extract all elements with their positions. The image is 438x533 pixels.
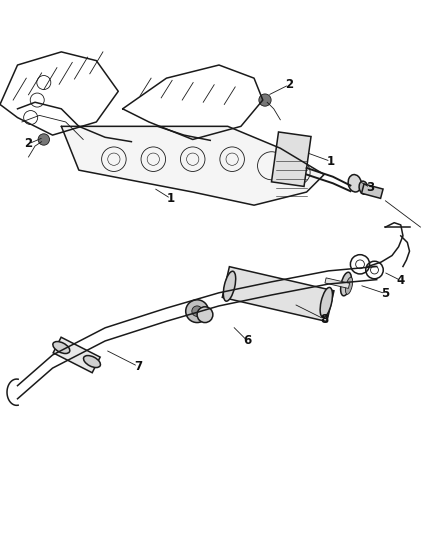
Circle shape xyxy=(259,94,271,106)
Polygon shape xyxy=(325,278,350,288)
Polygon shape xyxy=(361,184,383,198)
Text: 8: 8 xyxy=(320,312,328,326)
Ellipse shape xyxy=(341,272,351,296)
Ellipse shape xyxy=(320,287,332,317)
Text: 3: 3 xyxy=(366,181,374,194)
Text: 7: 7 xyxy=(134,360,142,373)
Polygon shape xyxy=(53,337,100,373)
Circle shape xyxy=(38,134,49,145)
Ellipse shape xyxy=(346,277,353,294)
Text: 4: 4 xyxy=(397,274,405,287)
Ellipse shape xyxy=(223,271,236,301)
Text: 1: 1 xyxy=(167,192,175,205)
Ellipse shape xyxy=(84,356,100,368)
Ellipse shape xyxy=(359,181,368,194)
Text: 2: 2 xyxy=(285,78,293,91)
Text: 5: 5 xyxy=(381,287,389,300)
Text: 1: 1 xyxy=(327,155,335,168)
Polygon shape xyxy=(223,266,334,321)
Polygon shape xyxy=(61,126,324,205)
Ellipse shape xyxy=(348,175,361,192)
Text: 6: 6 xyxy=(244,335,251,348)
Text: 2: 2 xyxy=(25,138,32,150)
Polygon shape xyxy=(272,132,311,187)
Circle shape xyxy=(192,306,202,317)
Ellipse shape xyxy=(53,342,70,353)
Circle shape xyxy=(197,307,213,322)
Circle shape xyxy=(186,300,208,322)
